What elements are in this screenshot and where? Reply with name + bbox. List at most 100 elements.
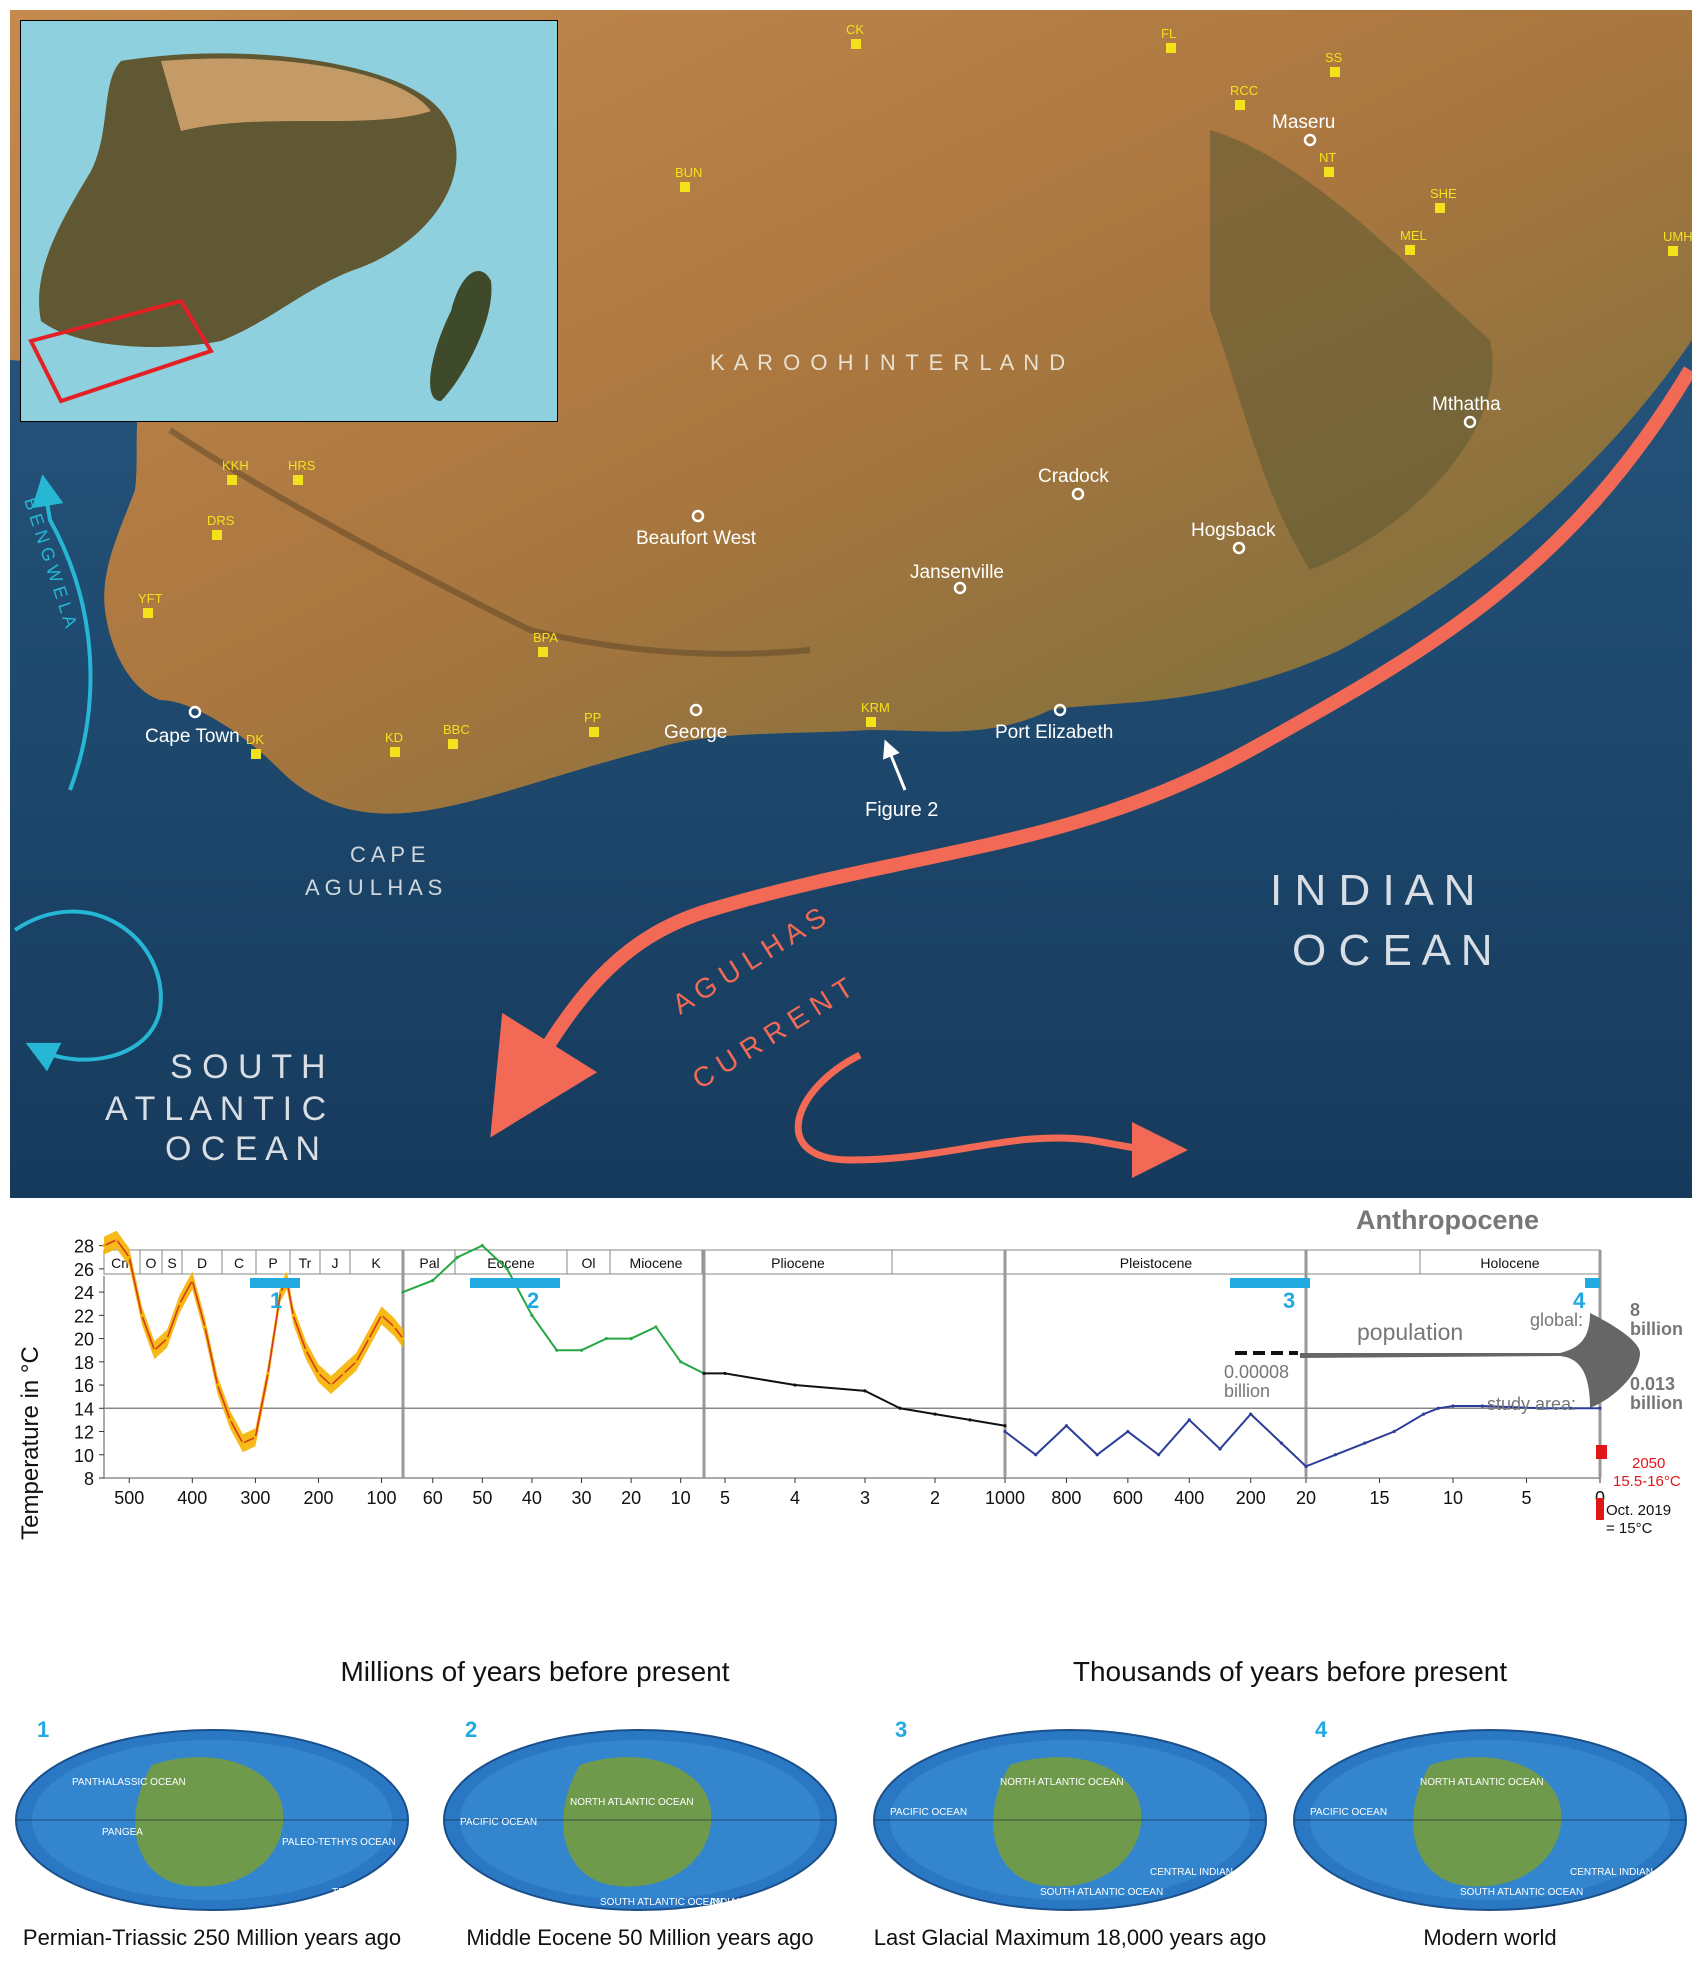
globe-map: PANTHALASSIC OCEAN PANGEA PALEO-TETHYS OCE… bbox=[15, 1729, 410, 1928]
period-cell bbox=[609, 1249, 703, 1275]
pop-study-value: 0.013 bbox=[1630, 1374, 1675, 1394]
site-marker bbox=[680, 182, 690, 192]
town-marker bbox=[1303, 133, 1317, 147]
site-label: CK bbox=[846, 22, 864, 37]
town-label: Port Elizabeth bbox=[995, 722, 1113, 743]
y-tick-label: 18 bbox=[74, 1353, 94, 1373]
town-marker bbox=[188, 705, 202, 719]
site-label: BBC bbox=[443, 722, 470, 737]
town-marker bbox=[689, 703, 703, 717]
globe-ocean-label: PACIFIC OCEAN bbox=[460, 1817, 537, 1828]
series-point bbox=[190, 1278, 194, 1283]
y-tick-label: 26 bbox=[74, 1260, 94, 1280]
town-label: Mthatha bbox=[1432, 394, 1501, 415]
series-point bbox=[1003, 1424, 1007, 1428]
period-cell bbox=[221, 1249, 257, 1275]
series-point bbox=[505, 1267, 509, 1271]
series-point bbox=[354, 1360, 358, 1364]
site-marker bbox=[251, 749, 261, 759]
series-point bbox=[304, 1348, 308, 1352]
town-label: Cape Town bbox=[145, 726, 240, 747]
town-marker bbox=[1463, 415, 1477, 429]
series-point bbox=[679, 1360, 683, 1364]
site-marker bbox=[589, 727, 599, 737]
globe-ocean-label: SOUTH ATLANTIC OCEAN bbox=[1460, 1887, 1583, 1898]
series-point bbox=[1510, 1405, 1514, 1409]
future-2050-marker bbox=[1596, 1445, 1607, 1459]
globe-landmass bbox=[1413, 1757, 1562, 1887]
period-marker-label: 4 bbox=[1573, 1288, 1586, 1313]
x-tick-label: 100 bbox=[367, 1488, 397, 1508]
series-point bbox=[1569, 1406, 1573, 1410]
period-cell bbox=[181, 1249, 223, 1275]
series-point bbox=[480, 1244, 484, 1248]
series-point bbox=[215, 1383, 220, 1387]
site-marker bbox=[1166, 43, 1176, 53]
x-tick-label: 2 bbox=[930, 1488, 940, 1508]
marker-layer: 1 2 3 4 bbox=[250, 1278, 1600, 1313]
period-label: Miocene bbox=[630, 1255, 683, 1271]
series-point bbox=[702, 1371, 706, 1376]
series-point bbox=[102, 1244, 106, 1248]
period-marker-label: 3 bbox=[1283, 1288, 1295, 1313]
x-tick-label: 200 bbox=[1236, 1488, 1266, 1508]
site-label: HRS bbox=[288, 458, 316, 473]
map-canvas: K A R O O H I N T E R L A N D C A P E A … bbox=[10, 10, 1692, 1198]
region-label-cape-2: A G U L H A S bbox=[305, 875, 442, 900]
series-point bbox=[291, 1313, 295, 1317]
region-label-indian-2: O C E A N bbox=[1292, 926, 1493, 975]
site-label: DK bbox=[246, 732, 264, 747]
series-point bbox=[579, 1348, 584, 1352]
y-tick-label: 10 bbox=[74, 1446, 94, 1466]
site-marker bbox=[851, 39, 861, 49]
town-marker bbox=[691, 509, 705, 523]
x-axis-label-right: Thousands of years before present bbox=[1073, 1656, 1507, 1687]
x-tick-label: 15 bbox=[1369, 1488, 1389, 1508]
satellite-map: K A R O O H I N T E R L A N D C A P E A … bbox=[10, 10, 1692, 1198]
series-point bbox=[241, 1441, 245, 1445]
globe-landmass bbox=[135, 1757, 284, 1887]
series-point bbox=[316, 1371, 321, 1376]
site-label: FL bbox=[1161, 26, 1176, 41]
globe-ocean-label: CENTRAL INDIAN OCEAN bbox=[1570, 1867, 1690, 1878]
site-label: PP bbox=[584, 710, 601, 725]
x-tick-label: 5 bbox=[1521, 1488, 1531, 1508]
x-tick-label: 600 bbox=[1113, 1488, 1143, 1508]
series-point bbox=[1363, 1441, 1367, 1445]
series-point bbox=[629, 1336, 633, 1341]
x-axis: 500 400 300 200 100 60 50 40 30 20 10 5 4 3 2 1000 800 60… bbox=[114, 1478, 1605, 1508]
site-label: DRS bbox=[207, 513, 235, 528]
town-label: Jansenville bbox=[910, 562, 1004, 583]
globe-caption: Permian-Triassic 250 Million years ago bbox=[22, 1925, 402, 1950]
site-marker bbox=[538, 647, 548, 657]
pop-global-label: global: bbox=[1530, 1310, 1583, 1330]
series-point bbox=[455, 1255, 460, 1259]
globe-ocean-label: PANTHALASSIC OCEAN bbox=[72, 1777, 186, 1788]
series-point bbox=[1279, 1441, 1284, 1445]
period-label: Pliocene bbox=[771, 1255, 825, 1271]
y-axis-label: Temperature in °C bbox=[17, 1346, 44, 1540]
population-label: population bbox=[1357, 1319, 1463, 1345]
towns-layer: Maseru Mthatha Cradock Hogsback Beaufort Wes… bbox=[145, 112, 1501, 747]
period-label: C bbox=[234, 1255, 244, 1271]
period-cell bbox=[319, 1249, 351, 1275]
series-point bbox=[654, 1325, 658, 1329]
y-axis: 28 26 24 22 20 18 16 14 12 10 8 bbox=[74, 1237, 104, 1489]
series-point bbox=[530, 1313, 534, 1317]
series-point bbox=[604, 1336, 608, 1341]
chart-canvas: Anthropocene Cm O S D C P Tr J K Pal Eocene Ol Mioce… bbox=[17, 1205, 1683, 1687]
period-label: Pal bbox=[419, 1255, 439, 1271]
x-tick-label: 4 bbox=[790, 1488, 800, 1508]
pop-study-label: study area: bbox=[1487, 1394, 1576, 1414]
series-point bbox=[1480, 1404, 1484, 1408]
period-label: Holocene bbox=[1480, 1255, 1539, 1271]
site-label: KKH bbox=[222, 458, 249, 473]
x-tick-label: 400 bbox=[1174, 1488, 1204, 1508]
period-label: K bbox=[371, 1255, 381, 1271]
globe-ocean-label: NORTH ATLANTIC OCEAN bbox=[570, 1797, 694, 1808]
y-tick-label: 16 bbox=[74, 1376, 94, 1396]
period-cell bbox=[891, 1249, 1421, 1275]
y-tick-label: 24 bbox=[74, 1283, 94, 1303]
benguela-current-arrow bbox=[31, 474, 93, 791]
inset-study-area-box bbox=[28, 298, 214, 404]
